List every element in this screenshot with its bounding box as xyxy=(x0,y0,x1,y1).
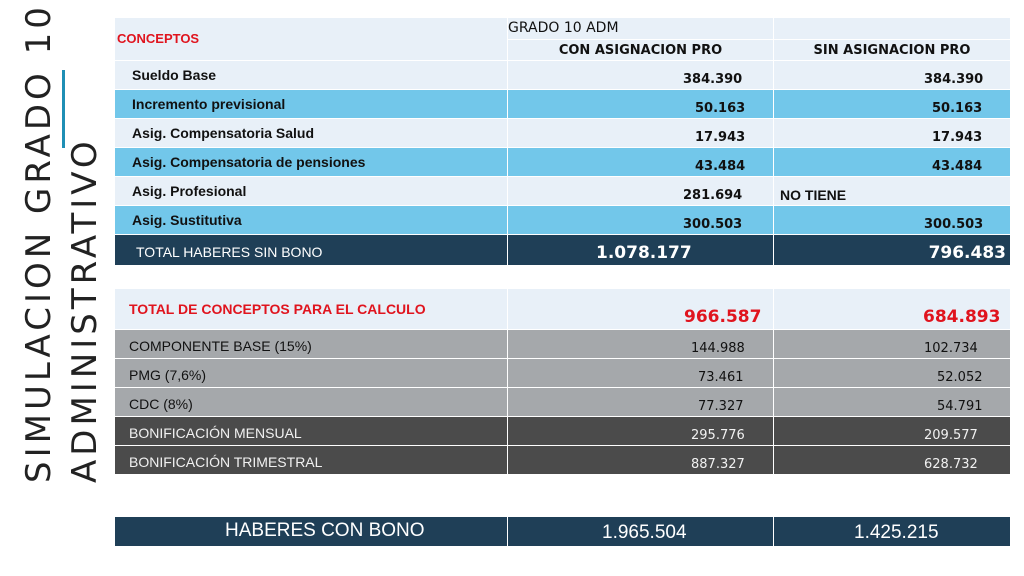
calc-row-con: 887.327 xyxy=(691,457,745,472)
calc-row-sin: 628.732 xyxy=(924,457,978,472)
table-row: PMG (7,6%) 73.461 52.052 xyxy=(115,359,1010,387)
table-row: BONIFICACIÓN MENSUAL 295.776 209.577 xyxy=(115,417,1010,445)
row-sin-value: 43.484 xyxy=(932,159,983,174)
side-title-line2: ADMINISTRATIVO xyxy=(65,137,105,483)
row-sin-value: 50.163 xyxy=(932,101,983,116)
row-con-value: 384.390 xyxy=(683,72,743,87)
table-row: Asig. Sustitutiva 300.503 300.503 xyxy=(115,206,1010,234)
total-sin-bono-con: 1.078.177 xyxy=(596,243,692,263)
row-label: Sueldo Base xyxy=(132,67,217,83)
total-conceptos-label: TOTAL DE CONCEPTOS PARA EL CALCULO xyxy=(129,301,426,317)
calc-row-label: CDC (8%) xyxy=(129,396,193,412)
row-sin-value: 300.503 xyxy=(924,217,984,232)
row-sin-value: 17.943 xyxy=(932,130,983,145)
row-label: Asig. Compensatoria Salud xyxy=(132,125,315,141)
table-row: BONIFICACIÓN TRIMESTRAL 887.327 628.732 xyxy=(115,446,1010,474)
accent-line xyxy=(62,70,65,148)
salary-table: CONCEPTOS GRADO 10 ADM CON ASIGNACION PR… xyxy=(115,18,1010,266)
calc-row-con: 295.776 xyxy=(691,428,745,443)
calc-row-sin: 209.577 xyxy=(924,428,978,443)
haberes-con-bono-sin: 1.425.215 xyxy=(854,522,939,543)
calc-row-label: PMG (7,6%) xyxy=(129,367,207,383)
calc-row-label: BONIFICACIÓN MENSUAL xyxy=(129,425,302,441)
haberes-con-bono-con: 1.965.504 xyxy=(602,522,687,543)
header-sin-asignacion: SIN ASIGNACION PRO xyxy=(813,43,971,58)
calc-row-sin: 52.052 xyxy=(937,370,983,385)
row-con-value: 281.694 xyxy=(683,188,743,203)
calculation-table: TOTAL DE CONCEPTOS PARA EL CALCULO 966.5… xyxy=(115,289,1010,475)
row-label: Asig. Sustitutiva xyxy=(132,212,242,228)
table-header: CONCEPTOS GRADO 10 ADM CON ASIGNACION PR… xyxy=(115,18,1010,60)
row-con-value: 300.503 xyxy=(683,217,743,232)
row-sin-value: NO TIENE xyxy=(780,187,847,203)
haberes-con-bono-row: HABERES CON BONO 1.965.504 1.425.215 xyxy=(115,517,1010,546)
row-con-value: 17.943 xyxy=(695,130,746,145)
table-row: Incremento previsional 50.163 50.163 xyxy=(115,90,1010,118)
header-con-asignacion: CON ASIGNACION PRO xyxy=(558,43,723,58)
side-title-line1: SIMULACION GRADO 10 xyxy=(19,3,59,483)
total-sin-bono-label: TOTAL HABERES SIN BONO xyxy=(136,244,323,260)
calc-row-label: COMPONENTE BASE (15%) xyxy=(129,338,312,354)
total-conceptos-row: TOTAL DE CONCEPTOS PARA EL CALCULO 966.5… xyxy=(115,289,1010,329)
header-grado: GRADO 10 ADM xyxy=(508,20,619,36)
calc-row-sin: 102.734 xyxy=(924,341,978,356)
calc-row-sin: 54.791 xyxy=(937,399,983,414)
row-con-value: 43.484 xyxy=(695,159,746,174)
table-row: Asig. Compensatoria de pensiones 43.484 … xyxy=(115,148,1010,176)
table-row: COMPONENTE BASE (15%) 144.988 102.734 xyxy=(115,330,1010,358)
calc-row-con: 77.327 xyxy=(698,399,744,414)
header-conceptos: CONCEPTOS xyxy=(117,31,200,46)
calc-row-label: BONIFICACIÓN TRIMESTRAL xyxy=(129,454,323,470)
row-label: Incremento previsional xyxy=(132,96,286,112)
calc-row-con: 144.988 xyxy=(691,341,745,356)
table-row: CDC (8%) 77.327 54.791 xyxy=(115,388,1010,416)
table-row: Asig. Compensatoria Salud 17.943 17.943 xyxy=(115,119,1010,147)
row-sin-value: 384.390 xyxy=(924,72,984,87)
total-conceptos-con: 966.587 xyxy=(684,307,762,327)
total-sin-bono-row: TOTAL HABERES SIN BONO 1.078.177 796.483 xyxy=(115,235,1010,265)
haberes-con-bono-label: HABERES CON BONO xyxy=(225,520,425,541)
calc-row-con: 73.461 xyxy=(698,370,744,385)
row-label: Asig. Compensatoria de pensiones xyxy=(132,154,366,170)
row-con-value: 50.163 xyxy=(695,101,746,116)
side-title: SIMULACION GRADO 10 ADMINISTRATIVO xyxy=(19,3,112,485)
table-row: Asig. Profesional 281.694 NO TIENE xyxy=(115,177,1010,205)
table-row: Sueldo Base 384.390 384.390 xyxy=(115,61,1010,89)
row-label: Asig. Profesional xyxy=(132,183,247,199)
total-conceptos-sin: 684.893 xyxy=(923,307,1001,327)
total-sin-bono-sin: 796.483 xyxy=(928,243,1006,263)
